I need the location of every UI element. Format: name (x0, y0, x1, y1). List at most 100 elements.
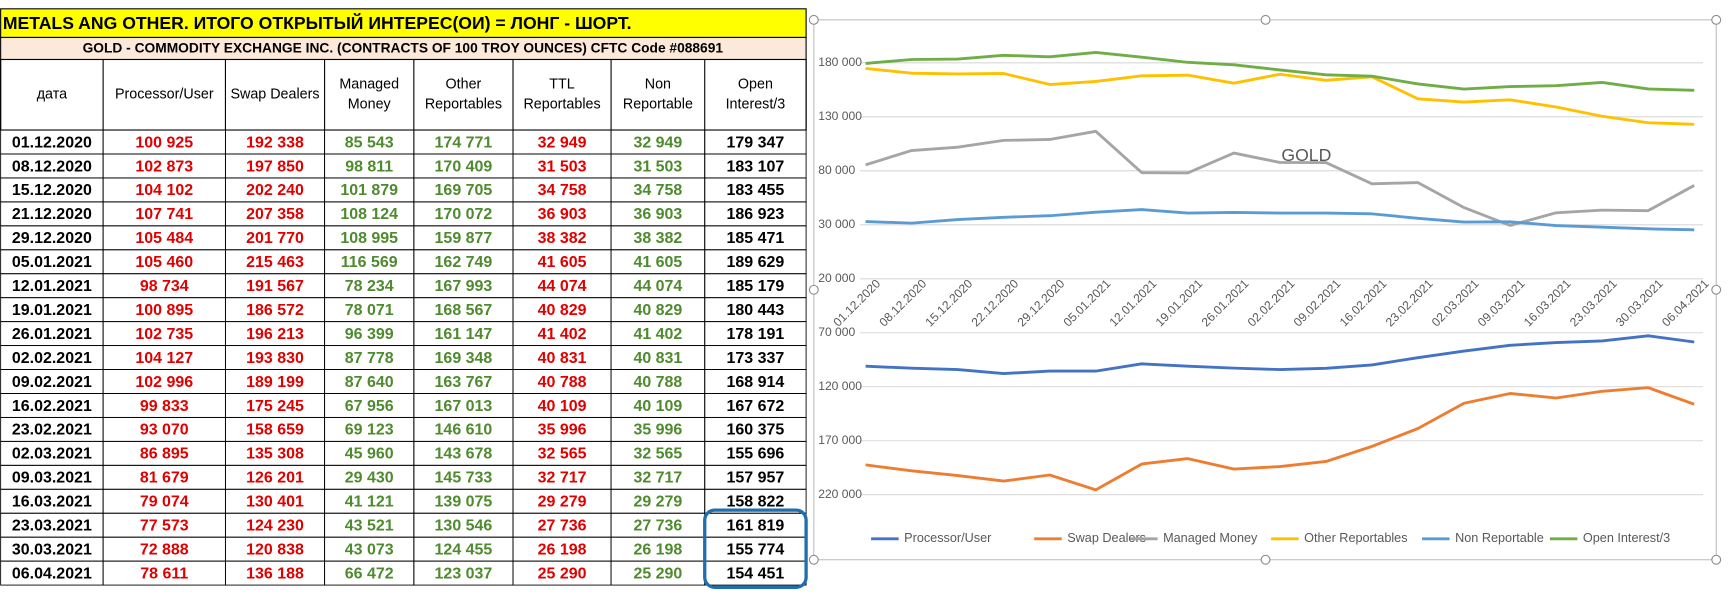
cell-text: 215 463 (246, 254, 304, 271)
column-header: Money (348, 96, 392, 112)
legend-label: Other Reportables (1304, 531, 1407, 545)
cell-text: 197 850 (246, 158, 304, 175)
selection-handles (808, 14, 1722, 565)
cell-text: 09.02.2021 (12, 374, 92, 391)
chart-frame (813, 19, 1717, 561)
cell-text: 163 767 (435, 374, 493, 391)
cell-text: 02.02.2021 (12, 350, 92, 367)
cell-text: 168 567 (435, 302, 493, 319)
highlight-box (703, 508, 808, 589)
cell-text: 183 107 (727, 158, 785, 175)
handle (1260, 14, 1271, 25)
table-title: METALS ANG OTHER. ИТОГО ОТКРЫТЫЙ ИНТЕРЕС… (3, 12, 632, 33)
cell-text: 196 213 (246, 326, 304, 343)
cell-text: 32 949 (538, 134, 587, 151)
cell-text: 186 572 (246, 302, 304, 319)
cell-text: 01.12.2020 (12, 134, 92, 151)
y-tick-label: 120 000 (818, 379, 862, 393)
cell-text: 26 198 (633, 541, 682, 558)
y-tick-label: 70 000 (818, 325, 855, 339)
y-tick-label: 220 000 (818, 487, 862, 501)
legend-label: Managed Money (1163, 531, 1258, 545)
cell-text: 23.03.2021 (12, 518, 92, 535)
cell-text: 135 308 (246, 446, 304, 463)
y-tick-label: 180 000 (818, 55, 862, 69)
cell-text: 16.03.2021 (12, 494, 92, 511)
cell-text: 158 659 (246, 422, 304, 439)
y-tick-label: 80 000 (818, 163, 855, 177)
cell-text: 09.03.2021 (12, 470, 92, 487)
cell-text: 124 455 (435, 541, 493, 558)
cell-text: 40 109 (538, 398, 587, 415)
cell-text: 41 121 (345, 494, 394, 511)
cell-text: 102 873 (135, 158, 193, 175)
cell-text: 43 073 (345, 541, 394, 558)
handle (808, 14, 819, 25)
cell-text: 207 358 (246, 206, 304, 223)
cell-text: 189 199 (246, 374, 304, 391)
cell-text: 25 290 (538, 565, 587, 582)
legend-label: Open Interest/3 (1583, 531, 1670, 545)
series-line (865, 51, 1695, 92)
cell-text: 38 382 (633, 230, 682, 247)
cell-text: 41 605 (633, 254, 682, 271)
cell-text: 23.02.2021 (12, 422, 92, 439)
cell-text: 145 733 (435, 470, 493, 487)
handle (1711, 554, 1722, 565)
cell-text: 29.12.2020 (12, 230, 92, 247)
cell-text: 124 230 (246, 518, 304, 535)
cell-text: 32 717 (633, 470, 682, 487)
cell-text: 180 443 (727, 302, 785, 319)
cell-text: 202 240 (246, 182, 304, 199)
cell-text: 40 829 (538, 302, 587, 319)
column-header: Reportables (425, 96, 502, 112)
cell-text: 155 774 (727, 541, 785, 558)
cell-text: 81 679 (140, 470, 189, 487)
cell-text: 167 672 (727, 398, 785, 415)
cell-text: 170 072 (435, 206, 493, 223)
y-tick-label: 30 000 (818, 217, 855, 231)
cell-text: 78 611 (140, 565, 188, 582)
legend-label: Non Reportable (1455, 531, 1544, 545)
cell-text: 34 758 (538, 182, 587, 199)
title-cell (0, 8, 807, 39)
cell-text: 139 075 (435, 494, 493, 511)
handle (1711, 14, 1722, 25)
cell-text: 116 569 (341, 254, 398, 271)
cell-text: 27 736 (633, 518, 682, 535)
cell-text: 189 629 (727, 254, 785, 271)
column-header: Managed (339, 77, 399, 93)
cell-text: 191 567 (246, 278, 304, 295)
cell-text: 126 201 (246, 470, 304, 487)
handle (808, 284, 819, 295)
legend-label: Processor/User (904, 531, 991, 545)
cell-text: 160 375 (727, 422, 785, 439)
cell-text: 30.03.2021 (12, 541, 92, 558)
column-header: Swap Dealers (230, 87, 319, 103)
legend-label: Swap Dealers (1067, 531, 1146, 545)
cell-text: 158 822 (727, 494, 785, 511)
cell-text: 169 705 (435, 182, 493, 199)
cell-text: 201 770 (246, 230, 304, 247)
cell-text: 105 460 (135, 254, 193, 271)
cell-text: 35 996 (633, 422, 682, 439)
cell-text: 34 758 (633, 182, 682, 199)
column-header: Non (645, 77, 671, 93)
cell-text: 93 070 (140, 422, 189, 439)
cell-text: 159 877 (435, 230, 493, 247)
cell-text: 66 472 (345, 565, 394, 582)
cell-text: 67 956 (345, 398, 394, 415)
cell-text: 102 996 (135, 374, 193, 391)
cell-text: 168 914 (727, 374, 785, 391)
cell-text: 85 543 (345, 134, 394, 151)
cell-text: 185 471 (727, 230, 785, 247)
cell-text: 41 402 (538, 326, 587, 343)
cell-text: 26.01.2021 (12, 326, 92, 343)
cell-text: 154 451 (727, 565, 785, 582)
cell-text: 100 895 (135, 302, 193, 319)
cell-text: 27 736 (538, 518, 587, 535)
cell-text: 79 074 (140, 494, 189, 511)
cell-text: 102 735 (135, 326, 193, 343)
series-line (865, 67, 1695, 126)
